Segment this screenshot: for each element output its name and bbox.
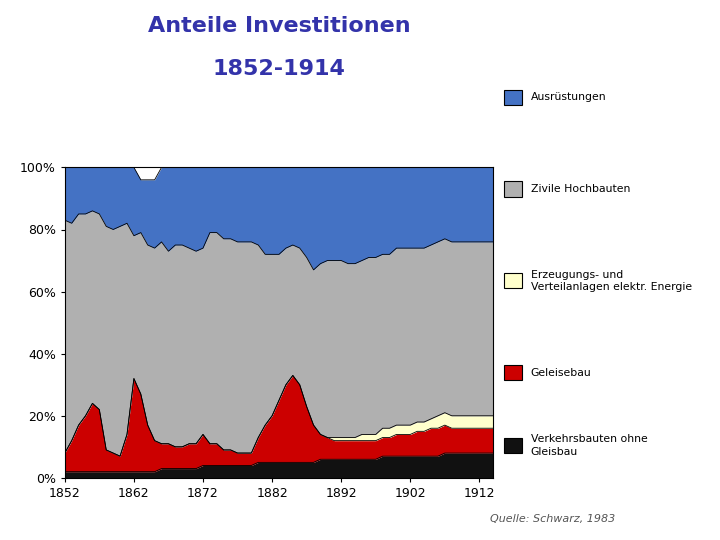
Text: Erzeugungs- und
Verteilanlagen elektr. Energie: Erzeugungs- und Verteilanlagen elektr. E… [531, 269, 692, 292]
Text: Anteile Investitionen: Anteile Investitionen [148, 16, 410, 36]
Text: Geleisebau: Geleisebau [531, 368, 591, 377]
Text: Zivile Hochbauten: Zivile Hochbauten [531, 184, 630, 194]
Text: Ausrüstungen: Ausrüstungen [531, 92, 606, 102]
Text: Quelle: Schwarz, 1983: Quelle: Schwarz, 1983 [490, 514, 615, 524]
Text: 1852-1914: 1852-1914 [212, 59, 346, 79]
Text: Verkehrsbauten ohne
Gleisbau: Verkehrsbauten ohne Gleisbau [531, 434, 647, 457]
